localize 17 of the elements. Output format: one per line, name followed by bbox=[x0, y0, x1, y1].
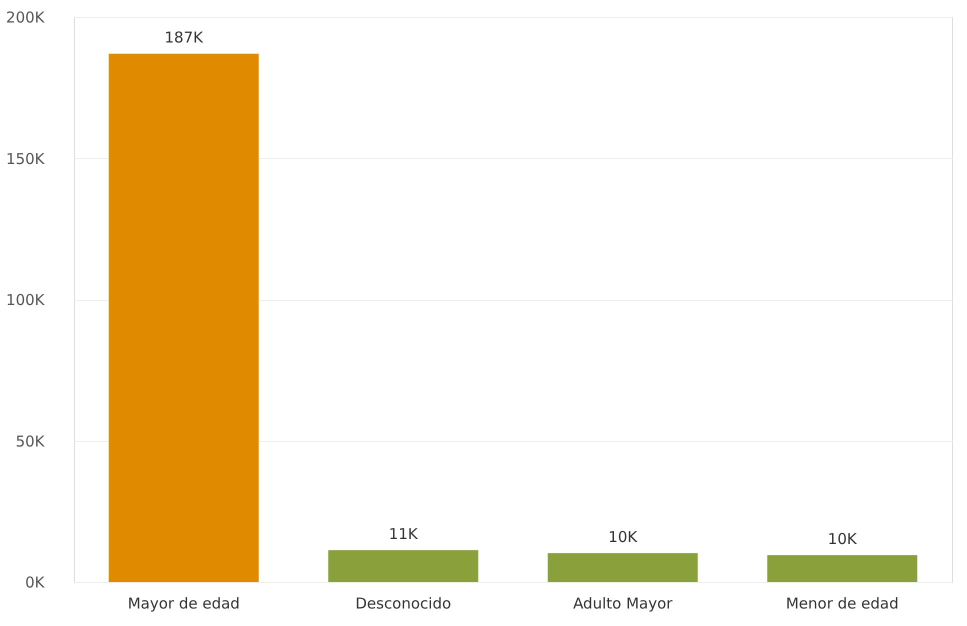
x-tick-label: Mayor de edad bbox=[128, 594, 240, 612]
data-label: 10K bbox=[828, 530, 858, 548]
bar bbox=[548, 553, 698, 582]
x-tick-label: Menor de edad bbox=[786, 594, 899, 612]
data-label: 11K bbox=[388, 525, 419, 544]
bar bbox=[108, 54, 259, 582]
y-tick-label: 0K bbox=[25, 574, 46, 592]
data-label: 10K bbox=[608, 528, 638, 546]
y-tick-label: 150K bbox=[6, 150, 46, 168]
x-tick-label: Adulto Mayor bbox=[573, 594, 674, 612]
data-label: 187K bbox=[164, 28, 204, 47]
y-tick-label: 50K bbox=[16, 432, 46, 450]
bar bbox=[767, 555, 918, 582]
y-tick-label: 100K bbox=[6, 291, 46, 309]
y-tick-label: 200K bbox=[6, 8, 46, 26]
bar bbox=[328, 550, 478, 582]
x-tick-label: Desconocido bbox=[355, 594, 452, 612]
